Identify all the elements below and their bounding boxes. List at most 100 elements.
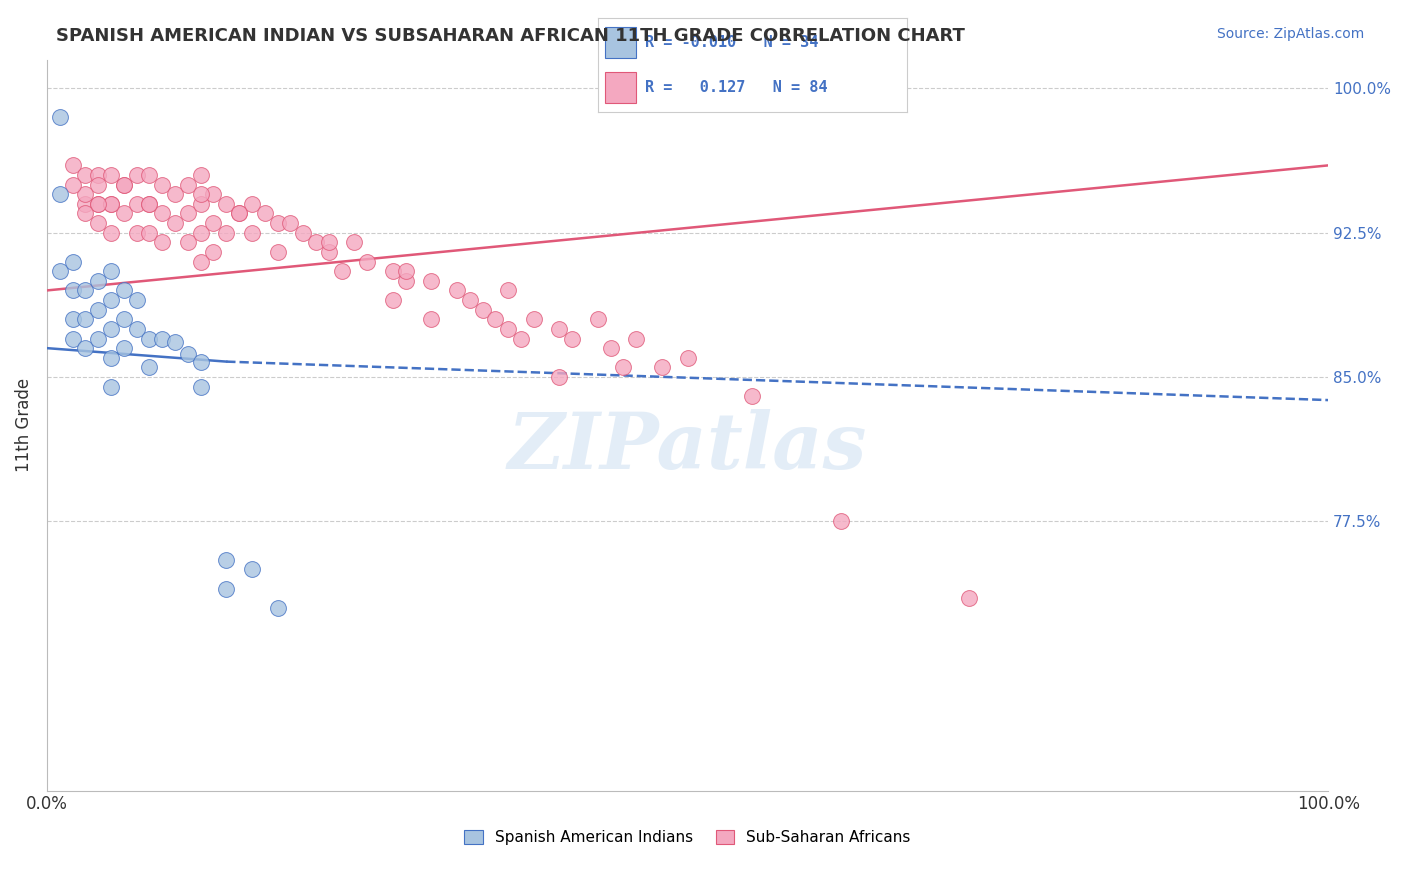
Point	[215, 197, 238, 211]
Point	[112, 206, 135, 220]
Point	[75, 341, 97, 355]
Y-axis label: 11th Grade: 11th Grade	[15, 378, 32, 472]
Point	[318, 244, 340, 259]
Point	[48, 187, 70, 202]
Point	[190, 187, 212, 202]
Point	[62, 158, 84, 172]
Point	[177, 235, 200, 250]
Point	[292, 226, 315, 240]
Point	[957, 591, 980, 606]
Point	[266, 600, 288, 615]
Point	[626, 332, 648, 346]
Point	[87, 216, 110, 230]
Point	[305, 235, 328, 250]
Point	[87, 332, 110, 346]
Point	[215, 226, 238, 240]
Bar	[605, 72, 636, 103]
Point	[100, 226, 122, 240]
Text: SPANISH AMERICAN INDIAN VS SUBSAHARAN AFRICAN 11TH GRADE CORRELATION CHART: SPANISH AMERICAN INDIAN VS SUBSAHARAN AF…	[56, 27, 965, 45]
Point	[612, 360, 634, 375]
Point	[458, 293, 481, 307]
Point	[87, 302, 110, 317]
Point	[125, 226, 148, 240]
Point	[190, 379, 212, 393]
Point	[741, 389, 763, 403]
Point	[202, 187, 225, 202]
Point	[228, 206, 250, 220]
Point	[651, 360, 673, 375]
Point	[138, 332, 160, 346]
Point	[278, 216, 301, 230]
Point	[177, 206, 200, 220]
Point	[100, 264, 122, 278]
Point	[150, 235, 173, 250]
Point	[190, 168, 212, 182]
Point	[190, 254, 212, 268]
Text: ZIPatlas: ZIPatlas	[508, 409, 868, 485]
Point	[202, 244, 225, 259]
Point	[100, 293, 122, 307]
Point	[87, 197, 110, 211]
Point	[138, 168, 160, 182]
Point	[62, 284, 84, 298]
Point	[190, 226, 212, 240]
Point	[112, 312, 135, 326]
Point	[48, 111, 70, 125]
Point	[75, 312, 97, 326]
Point	[266, 216, 288, 230]
Point	[62, 312, 84, 326]
Point	[599, 341, 621, 355]
Point	[266, 244, 288, 259]
Point	[330, 264, 353, 278]
Point	[240, 562, 263, 576]
Point	[100, 351, 122, 365]
Point	[112, 178, 135, 192]
Point	[523, 312, 546, 326]
Point	[446, 284, 468, 298]
Point	[112, 341, 135, 355]
Point	[125, 197, 148, 211]
Point	[510, 332, 533, 346]
Point	[62, 332, 84, 346]
Point	[496, 322, 519, 336]
Point	[112, 178, 135, 192]
Point	[75, 197, 97, 211]
Point	[100, 168, 122, 182]
Point	[215, 553, 238, 567]
Point	[150, 178, 173, 192]
Point	[381, 264, 404, 278]
Point	[125, 293, 148, 307]
Point	[75, 206, 97, 220]
Point	[48, 264, 70, 278]
Point	[343, 235, 366, 250]
Point	[62, 254, 84, 268]
Point	[87, 274, 110, 288]
Point	[177, 178, 200, 192]
Point	[420, 312, 443, 326]
Point	[830, 514, 852, 528]
Point	[112, 284, 135, 298]
Point	[75, 187, 97, 202]
Point	[138, 360, 160, 375]
Point	[177, 347, 200, 361]
Point	[138, 226, 160, 240]
Point	[420, 274, 443, 288]
Point	[228, 206, 250, 220]
Point	[318, 235, 340, 250]
Point	[100, 379, 122, 393]
Point	[356, 254, 378, 268]
Point	[125, 168, 148, 182]
Point	[150, 332, 173, 346]
Point	[395, 264, 418, 278]
Point	[87, 178, 110, 192]
Point	[62, 178, 84, 192]
Point	[395, 274, 418, 288]
Point	[240, 197, 263, 211]
Point	[676, 351, 699, 365]
Point	[496, 284, 519, 298]
Text: Source: ZipAtlas.com: Source: ZipAtlas.com	[1216, 27, 1364, 41]
Point	[75, 284, 97, 298]
Point	[87, 168, 110, 182]
Text: R = -0.010   N = 34: R = -0.010 N = 34	[645, 35, 818, 50]
Point	[215, 582, 238, 596]
